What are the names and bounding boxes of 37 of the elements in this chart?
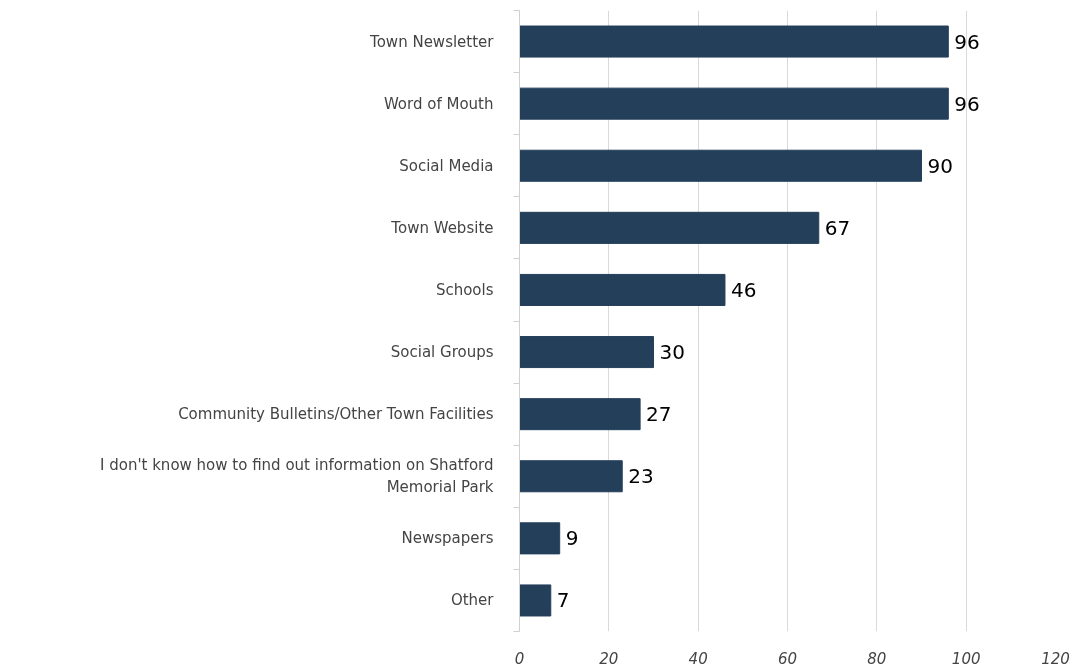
data-label: 23: [628, 464, 654, 489]
data-label: 96: [954, 91, 980, 116]
y-tick-label: Social Media: [399, 156, 494, 175]
bar: [519, 25, 949, 58]
x-tick-label: 60: [777, 649, 798, 668]
y-tick-label: Town Newsletter: [369, 32, 495, 51]
bar: [519, 398, 641, 431]
bar: [519, 87, 949, 120]
data-label: 7: [556, 588, 570, 613]
x-tick-label: 40: [688, 649, 708, 668]
x-tick-label: 20: [599, 649, 619, 668]
bar: [519, 211, 820, 244]
y-tick-label: Community Bulletins/Other Town Facilities: [178, 405, 494, 424]
y-tick-label: Social Groups: [390, 343, 494, 362]
bar: [519, 522, 561, 555]
bar: [519, 584, 552, 617]
x-tick-label: 100: [951, 649, 981, 668]
x-tick-label: 80: [867, 649, 887, 668]
y-tick-label: Newspapers: [401, 529, 494, 548]
data-label: 9: [565, 526, 579, 551]
bar: [519, 149, 922, 182]
x-tick-label: 0: [514, 649, 525, 668]
bar: [519, 460, 623, 493]
y-tick-label: Schools: [435, 280, 494, 299]
data-label: 96: [954, 29, 980, 54]
bar: [519, 336, 654, 369]
bar: [519, 273, 726, 306]
data-label: 30: [659, 340, 685, 365]
x-tick-label: 120: [1041, 649, 1070, 668]
y-tick-label: Other: [450, 591, 495, 610]
data-label: 46: [730, 277, 757, 302]
y-tick-label: I don't know how to find out information on Shatford Memorial Park: [100, 456, 494, 497]
data-label: 27: [646, 402, 672, 427]
data-label: 90: [927, 153, 953, 178]
y-tick-label: Town Website: [390, 218, 494, 237]
data-label: 67: [824, 215, 851, 240]
y-tick-label: Word of Mouth: [383, 94, 494, 113]
